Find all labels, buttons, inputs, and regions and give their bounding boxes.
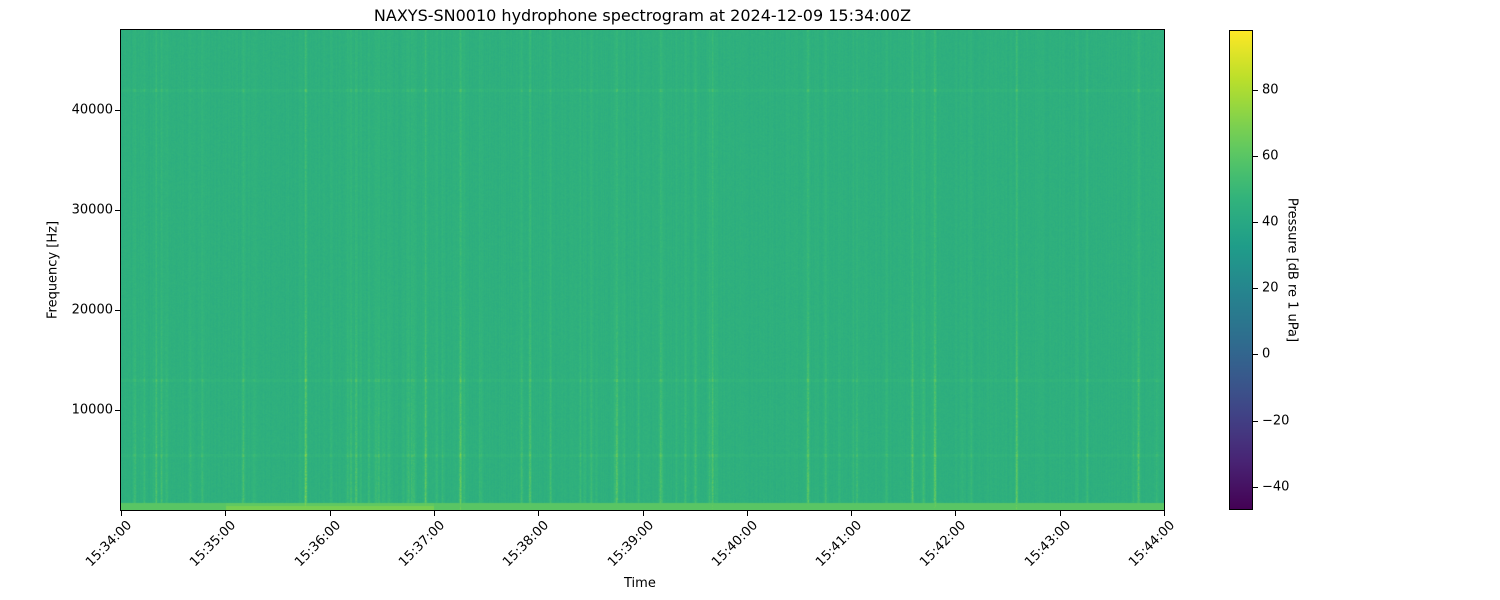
chart-title: NAXYS-SN0010 hydrophone spectrogram at 2… <box>373 6 912 25</box>
y-tick <box>115 210 120 211</box>
colorbar-tick <box>1253 354 1258 356</box>
y-tick <box>115 410 120 411</box>
x-tick <box>1059 511 1061 516</box>
colorbar-tick-label: 40 <box>1262 214 1279 230</box>
x-tick-label: 15:41:00 <box>813 518 866 570</box>
colorbar-tick-label: −40 <box>1262 479 1290 495</box>
x-tick <box>955 511 957 516</box>
y-tick <box>115 110 120 111</box>
x-tick-label: 15:38:00 <box>500 518 553 570</box>
colorbar <box>1229 30 1253 510</box>
x-tick-label: 15:39:00 <box>604 518 657 570</box>
y-tick-label: 30000 <box>71 202 113 218</box>
colorbar-tick <box>1253 155 1258 157</box>
colorbar-tick <box>1253 486 1258 488</box>
y-tick-label: 20000 <box>71 302 113 318</box>
colorbar-label: Pressure [dB re 1 uPa] <box>1284 197 1300 343</box>
x-tick <box>225 511 227 516</box>
x-tick-label: 15:42:00 <box>917 518 970 570</box>
x-tick <box>851 511 853 516</box>
plot-frame <box>120 29 1165 511</box>
y-tick-label: 10000 <box>71 402 113 418</box>
y-tick <box>115 310 120 311</box>
x-tick <box>642 511 644 516</box>
x-tick <box>121 511 122 516</box>
x-tick <box>1164 511 1165 516</box>
x-tick-label: 15:40:00 <box>708 518 761 570</box>
x-tick <box>746 511 748 516</box>
x-tick-label: 15:34:00 <box>83 518 135 570</box>
colorbar-tick <box>1253 288 1258 290</box>
x-tick-label: 15:36:00 <box>291 518 344 570</box>
y-axis-label: Frequency [Hz] <box>45 220 61 320</box>
x-tick-label: 15:43:00 <box>1021 518 1074 570</box>
colorbar-tick-label: 20 <box>1262 280 1279 296</box>
colorbar-tick-label: −20 <box>1262 413 1290 429</box>
colorbar-tick-label: 80 <box>1262 82 1279 98</box>
colorbar-tick <box>1253 89 1258 91</box>
x-tick-label: 15:44:00 <box>1126 518 1178 570</box>
colorbar-tick <box>1253 420 1258 422</box>
colorbar-tick-label: 0 <box>1262 346 1271 362</box>
x-tick-label: 15:37:00 <box>395 518 448 570</box>
colorbar-tick <box>1253 222 1258 223</box>
y-tick-label: 40000 <box>71 102 113 118</box>
x-tick <box>538 511 540 516</box>
spectrogram-heatmap <box>121 30 1164 510</box>
x-axis-label: Time <box>624 576 656 591</box>
x-tick-label: 15:35:00 <box>187 518 240 570</box>
x-tick <box>329 511 331 516</box>
x-tick <box>433 511 435 516</box>
colorbar-tick-label: 60 <box>1262 148 1279 164</box>
